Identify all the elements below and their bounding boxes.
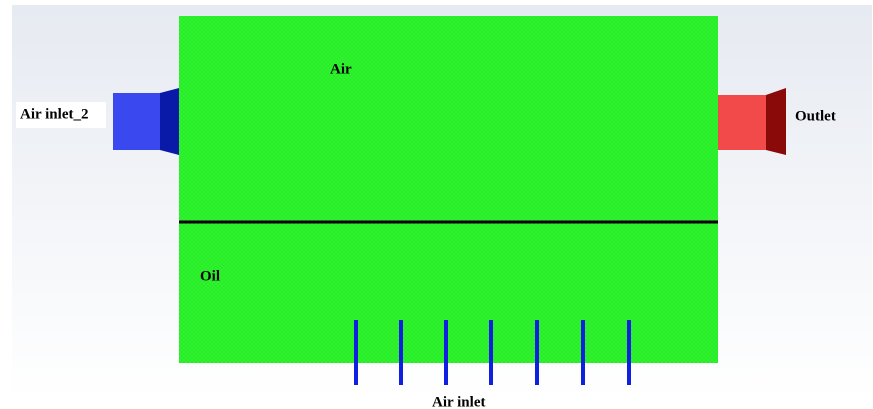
inlet-pipe xyxy=(535,320,539,385)
outlet-label: Outlet xyxy=(795,108,836,124)
inlet-pipe xyxy=(627,320,631,385)
air-inlet-pipes xyxy=(354,320,631,385)
domain-mesh xyxy=(179,16,718,363)
inlet-pipe xyxy=(354,320,358,385)
inlet-pipe xyxy=(399,320,403,385)
oil-region-label: Oil xyxy=(200,268,220,284)
air-inlet-label: Air inlet xyxy=(432,394,485,409)
air-inlet-2-duct xyxy=(113,93,161,150)
inlet-pipe xyxy=(444,320,448,385)
outlet-duct xyxy=(718,95,768,150)
inlet-pipe xyxy=(581,320,585,385)
air-inlet-2-flange xyxy=(160,88,179,155)
label-bg xyxy=(16,102,106,128)
air-region-label: Air xyxy=(330,61,352,77)
inlet-pipe xyxy=(489,320,493,385)
outlet-flange xyxy=(766,88,786,155)
air-inlet-2-label: Air inlet_2 xyxy=(20,106,88,122)
